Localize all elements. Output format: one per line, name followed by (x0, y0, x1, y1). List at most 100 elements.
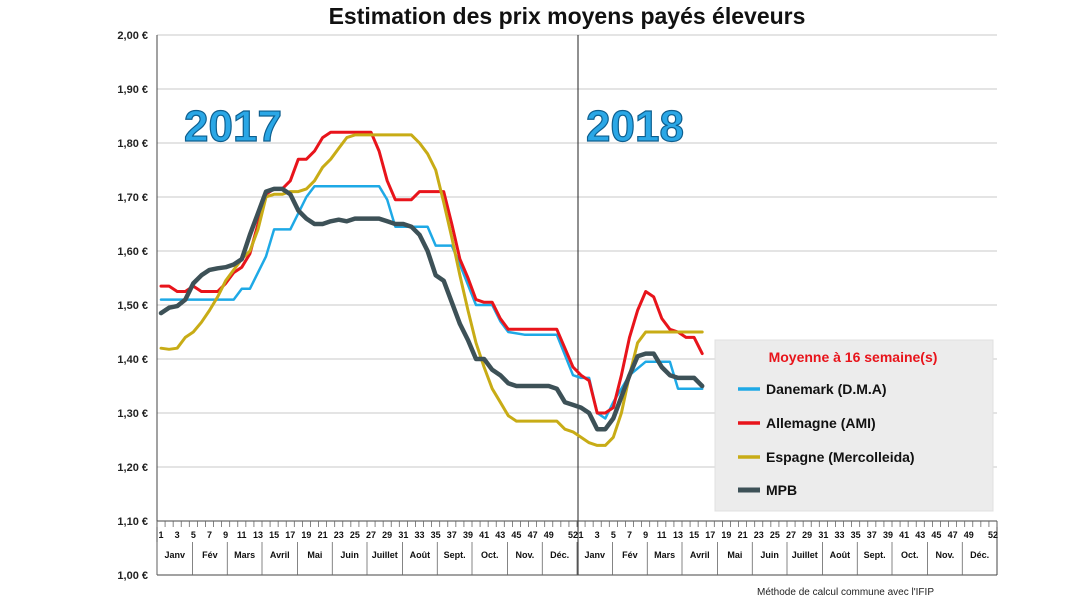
series-line (159, 184, 704, 420)
legend-label: Danemark (D.M.A) (766, 381, 887, 397)
x-tick-label: 41 (899, 530, 909, 540)
month-label: Déc. (550, 550, 569, 560)
series-lines (158, 130, 705, 447)
month-label: Août (830, 550, 851, 560)
y-axis: 1,00 € 1,10 € 1,20 € 1,30 € 1,40 € 1,50 € 1,60… (117, 30, 148, 582)
y-tick-label: 1,40 € (117, 354, 148, 366)
x-tick-label: 23 (754, 530, 764, 540)
x-tick-label: 49 (964, 530, 974, 540)
month-label: Mars (234, 550, 255, 560)
x-axis: 1 3 5 7 9 11 13 15 17 19 21 23 25 27 29 31 33 35 37 39 41 43 4… (156, 35, 998, 576)
x-tick-label: 13 (673, 530, 683, 540)
x-tick-label: 19 (721, 530, 731, 540)
month-label: Sept. (864, 550, 886, 560)
month-label: Juillet (792, 550, 818, 560)
x-tick-label: 15 (269, 530, 279, 540)
x-tick-label: 39 (883, 530, 893, 540)
legend: Moyenne à 16 semaine(s) Danemark (D.M.A) A… (714, 339, 994, 512)
x-tick-label: 33 (834, 530, 844, 540)
x-tick-label: 11 (237, 530, 247, 540)
y-tick-label: 1,20 € (117, 462, 148, 474)
y-tick-label: 1,00 € (117, 570, 148, 582)
x-tick-label: 9 (223, 530, 228, 540)
footnote: Méthode de calcul commune avec l'IFIP (757, 587, 934, 598)
month-label: Mai (307, 550, 322, 560)
x-tick-label: 5 (191, 530, 196, 540)
month-label: Juillet (372, 550, 398, 560)
x-tick-label: 1 (159, 530, 164, 540)
x-tick-label: 33 (414, 530, 424, 540)
x-tick-label: 5 (611, 530, 616, 540)
y-tick-label: 2,00 € (117, 30, 148, 42)
x-tick-label: 9 (643, 530, 648, 540)
month-label: Mai (727, 550, 742, 560)
year-labels: 2017 2018 (183, 101, 684, 151)
x-tick-label: 52 (988, 530, 998, 540)
month-label: Fév (622, 550, 638, 560)
legend-box (714, 339, 994, 512)
y-tick-label: 1,90 € (117, 84, 148, 96)
x-tick-label: 27 (786, 530, 796, 540)
x-tick-label: 3 (175, 530, 180, 540)
x-tick-label: 29 (802, 530, 812, 540)
legend-label: Espagne (Mercolleida) (766, 449, 915, 465)
x-tick-label: 17 (705, 530, 715, 540)
x-tick-label: 31 (818, 530, 828, 540)
month-label: Mars (654, 550, 675, 560)
y-tick-label: 1,80 € (117, 138, 148, 150)
x-tick-label: 37 (447, 530, 457, 540)
x-tick-label: 3 (595, 530, 600, 540)
x-tick-label: 47 (948, 530, 958, 540)
month-label: Avril (690, 550, 710, 560)
month-label: Avril (270, 550, 290, 560)
x-tick-label: 21 (738, 530, 748, 540)
x-tick-label: 27 (366, 530, 376, 540)
x-tick-label: 15 (689, 530, 699, 540)
x-tick-label: 43 (915, 530, 925, 540)
legend-label: MPB (766, 482, 797, 498)
x-tick-label: 52 (568, 530, 578, 540)
x-tick-label: 45 (511, 530, 521, 540)
month-label: Janv (165, 550, 186, 560)
x-tick-label: 35 (851, 530, 861, 540)
x-tick-label: 29 (382, 530, 392, 540)
month-label: Août (410, 550, 431, 560)
legend-title: Moyenne à 16 semaine(s) (769, 349, 938, 365)
x-tick-label: 31 (398, 530, 408, 540)
y-tick-label: 1,10 € (117, 516, 148, 528)
x-tick-label: 13 (253, 530, 263, 540)
y-tick-label: 1,50 € (117, 300, 148, 312)
year-label: 2017 (184, 102, 282, 151)
x-tick-label: 11 (657, 530, 667, 540)
month-label: Nov. (515, 550, 534, 560)
month-label: Janv (585, 550, 606, 560)
month-label: Nov. (935, 550, 954, 560)
series-line (158, 186, 705, 432)
x-tick-label: 7 (207, 530, 212, 540)
month-label: Juin (760, 550, 779, 560)
x-tick-label: 23 (334, 530, 344, 540)
x-tick-label: 25 (350, 530, 360, 540)
month-label: Déc. (970, 550, 989, 560)
year-label: 2018 (586, 102, 684, 151)
grid (157, 34, 997, 575)
x-tick-label: 17 (285, 530, 295, 540)
month-label: Juin (340, 550, 359, 560)
y-tick-label: 1,70 € (117, 192, 148, 204)
x-tick-label: 35 (431, 530, 441, 540)
y-tick-label: 1,30 € (117, 408, 148, 420)
x-tick-label: 25 (770, 530, 780, 540)
x-tick-label: 43 (495, 530, 505, 540)
x-tick-label: 41 (479, 530, 489, 540)
y-tick-label: 1,60 € (117, 246, 148, 258)
x-tick-label: 21 (318, 530, 328, 540)
x-tick-label: 1 (579, 530, 584, 540)
month-label: Fév (202, 550, 218, 560)
x-tick-label: 7 (627, 530, 632, 540)
legend-label: Allemagne (AMI) (766, 415, 876, 431)
series-line (159, 130, 704, 415)
chart-title: Estimation des prix moyens payés éleveur… (329, 3, 806, 29)
month-label: Sept. (444, 550, 466, 560)
x-tick-label: 45 (931, 530, 941, 540)
